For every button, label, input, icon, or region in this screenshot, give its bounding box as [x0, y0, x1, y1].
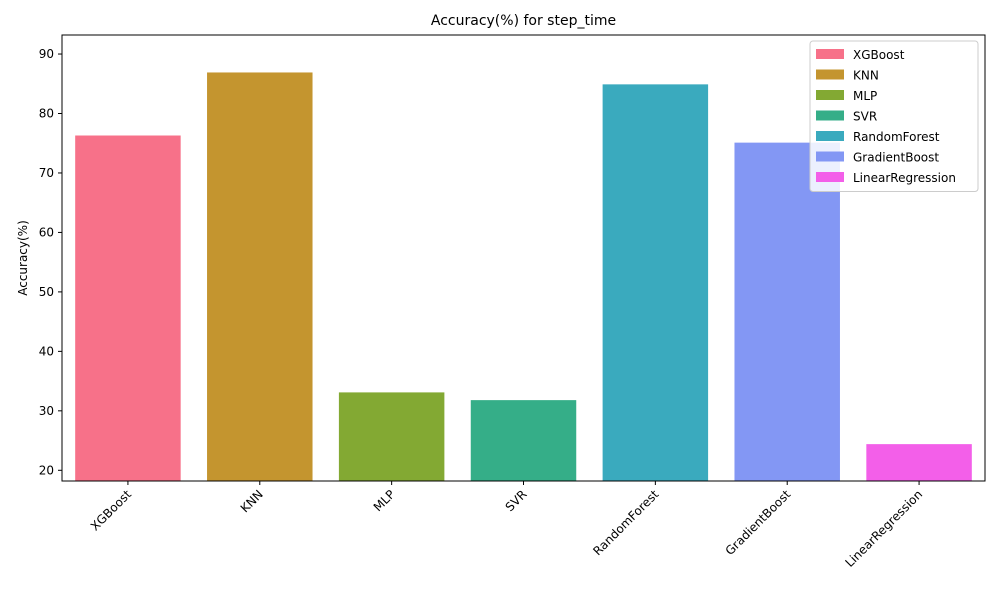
legend-label: KNN: [853, 69, 879, 83]
y-tick-label: 40: [39, 344, 54, 358]
bar-svr: [470, 400, 577, 481]
legend-label: SVR: [853, 110, 877, 124]
legend-label: MLP: [853, 89, 877, 103]
bars-group: [75, 72, 972, 482]
chart-title: Accuracy(%) for step_time: [431, 13, 616, 29]
y-tick-label: 70: [39, 166, 54, 180]
legend-swatch: [816, 110, 844, 121]
legend-swatch: [816, 131, 844, 141]
legend-swatch: [816, 90, 844, 100]
legend-swatch: [816, 49, 844, 59]
bar-gradientboost: [734, 142, 840, 481]
legend-label: XGBoost: [853, 48, 905, 62]
x-axis: XGBoost KNN MLP SVR RandomForest GradientBoos…: [88, 481, 925, 570]
bar-xgboost: [75, 135, 181, 482]
bar-mlp: [338, 392, 445, 481]
legend-swatch: [816, 172, 844, 182]
y-tick-label: 30: [39, 404, 54, 418]
bar-randomforest: [602, 84, 709, 481]
y-tick-label: 60: [39, 225, 54, 239]
plot-frame: [61, 34, 986, 482]
bar-linearregression: [866, 444, 972, 481]
bar-knn: [207, 72, 313, 482]
y-tick-label: 50: [39, 285, 54, 299]
y-axis: 20 30 40 50 60 70 80 90: [39, 47, 62, 477]
x-tick-label: SVR: [503, 487, 530, 514]
y-tick-label: 90: [39, 47, 54, 61]
x-tick-label: KNN: [238, 487, 266, 515]
legend-swatch: [816, 151, 844, 162]
x-tick-label: MLP: [371, 487, 398, 514]
legend-swatch: [816, 69, 844, 80]
legend-label: RandomForest: [853, 130, 940, 144]
legend: XGBoost KNN MLP SVR RandomForest GradientBoos…: [809, 40, 979, 192]
x-tick-label: XGBoost: [88, 487, 134, 533]
y-tick-label: 80: [39, 106, 54, 120]
y-tick-label: 20: [39, 463, 54, 477]
x-tick-label: RandomForest: [590, 487, 661, 558]
legend-label: GradientBoost: [853, 151, 939, 165]
legend-box: [809, 40, 979, 192]
x-tick-label: GradientBoost: [723, 487, 794, 558]
legend-label: LinearRegression: [853, 171, 956, 185]
x-tick-label: LinearRegression: [843, 487, 926, 570]
y-axis-label: Accuracy(%): [16, 220, 30, 296]
